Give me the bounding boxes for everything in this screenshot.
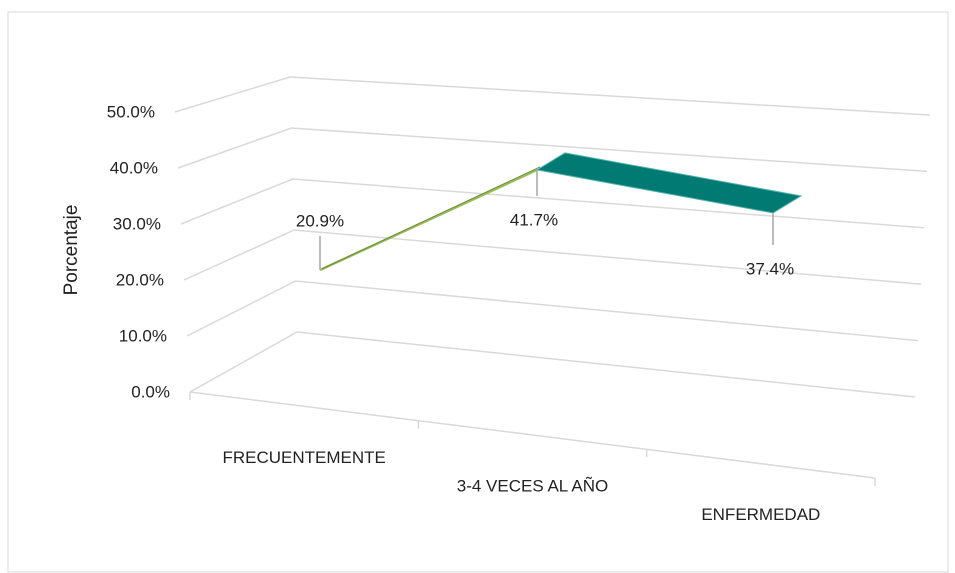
grid-line — [174, 76, 931, 116]
grid-line — [180, 178, 925, 229]
grid-line — [183, 229, 922, 285]
y-axis-label: Porcentaje — [61, 205, 82, 296]
y-tick-label: 40.0% — [110, 158, 158, 177]
y-tick-label: 0.0% — [131, 382, 170, 401]
x-axis-line — [189, 391, 876, 479]
grid-line — [186, 280, 919, 342]
grid-line — [189, 331, 916, 398]
data-label: 20.9% — [296, 211, 344, 230]
y-tick-label: 30.0% — [113, 214, 161, 233]
y-tick-label: 10.0% — [119, 326, 167, 345]
x-tick-label: FRECUENTEMENTE — [222, 448, 385, 467]
data-label: 37.4% — [746, 259, 794, 278]
data-label: 41.7% — [510, 210, 558, 229]
grid-line — [177, 127, 928, 173]
x-tick-label: 3-4 VECES AL AÑO — [457, 476, 609, 495]
x-tick-label: ENFERMEDAD — [701, 505, 820, 524]
ribbon-edge — [321, 166, 541, 270]
y-tick-label: 50.0% — [107, 102, 155, 121]
chart-border — [7, 11, 949, 573]
ribbon-segment — [535, 152, 803, 214]
y-tick-label: 20.0% — [116, 270, 164, 289]
